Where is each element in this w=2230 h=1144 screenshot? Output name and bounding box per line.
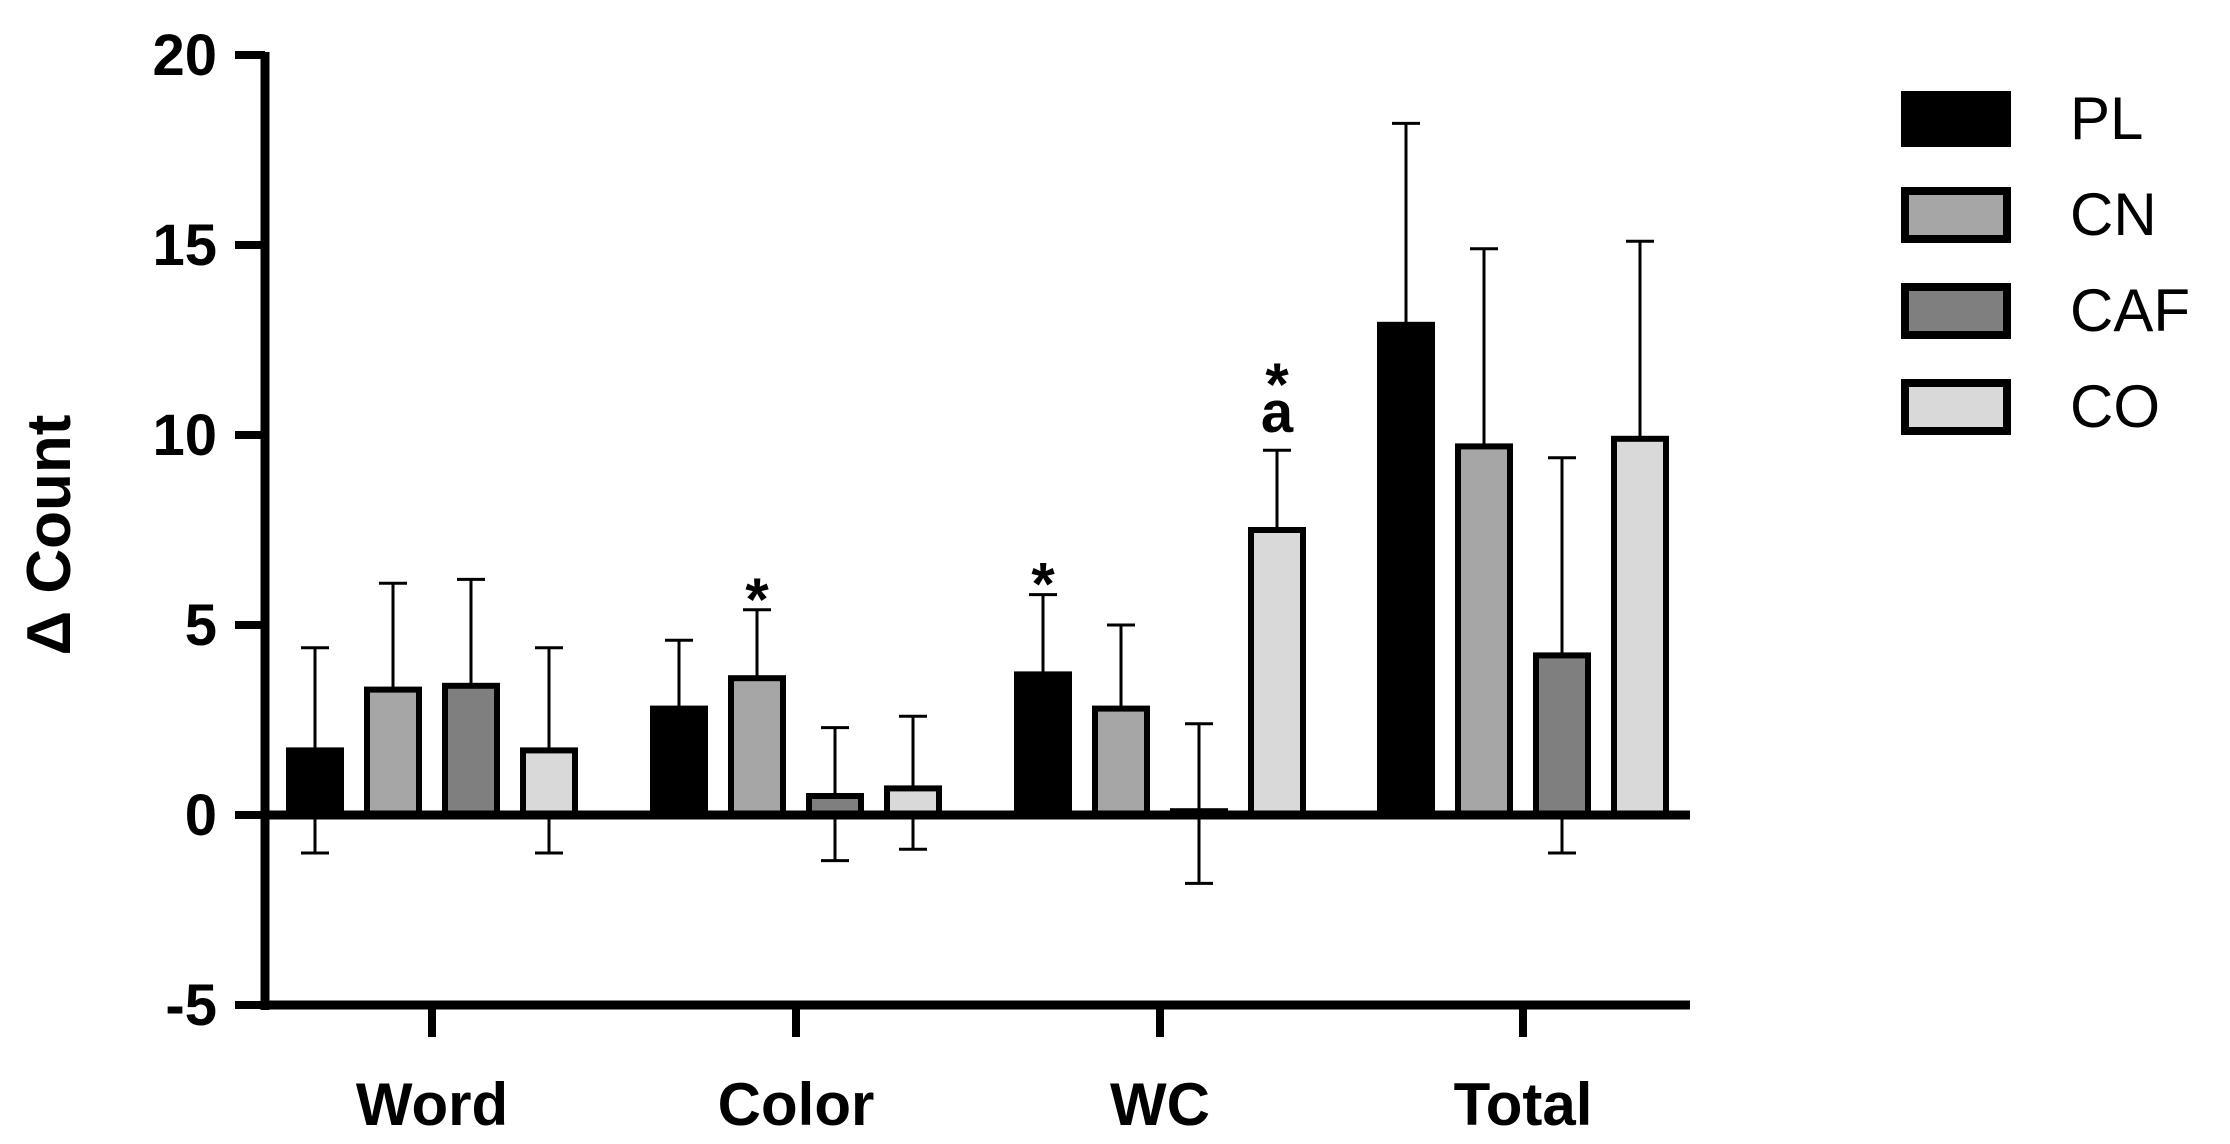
legend-label-co: CO	[2070, 373, 2160, 440]
annotation-asterisk-0: *	[745, 566, 769, 633]
bar-wc-co	[1248, 527, 1306, 818]
legend-label-cn: CN	[2070, 181, 2157, 248]
y-tick-label-15: 15	[152, 213, 217, 278]
x-tick-label-wc: WC	[1110, 1071, 1210, 1138]
legend-label-pl: PL	[2070, 85, 2143, 152]
legend-swatch-co	[1901, 379, 2011, 435]
legend-swatch-pl	[1901, 91, 2011, 147]
legend-swatch-cn	[1901, 187, 2011, 243]
bar-word-pl	[286, 747, 344, 819]
bar-total-co	[1611, 435, 1669, 818]
legend-swatch-caf	[1901, 283, 2011, 339]
bar-word-caf	[442, 682, 500, 818]
bar-color-cn	[728, 675, 786, 819]
bar-wc-cn	[1092, 705, 1150, 818]
bar-total-cn	[1455, 443, 1513, 818]
legend-label-caf: CAF	[2070, 277, 2190, 344]
y-tick-label-5: 5	[185, 593, 217, 658]
annotation-asterisk-3: *	[1265, 351, 1289, 418]
bar-color-pl	[650, 705, 708, 818]
bar-wc-pl	[1014, 671, 1072, 819]
annotation-asterisk-1: *	[1031, 551, 1055, 618]
x-tick-label-total: Total	[1454, 1071, 1593, 1138]
bar-total-caf	[1533, 652, 1591, 819]
y-axis-label: Δ Count	[15, 415, 84, 656]
bar-word-co	[520, 747, 578, 819]
annotation-a-2: a	[1261, 380, 1294, 445]
bar-word-cn	[364, 686, 422, 818]
x-tick-label-color: Color	[718, 1071, 875, 1138]
y-tick-label-20: 20	[152, 23, 217, 88]
y-tick-label--5: -5	[165, 973, 217, 1038]
x-tick-label-word: Word	[356, 1071, 508, 1138]
legend: PL CN CAF CO	[1901, 85, 2190, 440]
y-tick-label-0: 0	[185, 783, 217, 848]
bar-total-pl	[1377, 321, 1435, 818]
y-tick-label-10: 10	[152, 403, 217, 468]
